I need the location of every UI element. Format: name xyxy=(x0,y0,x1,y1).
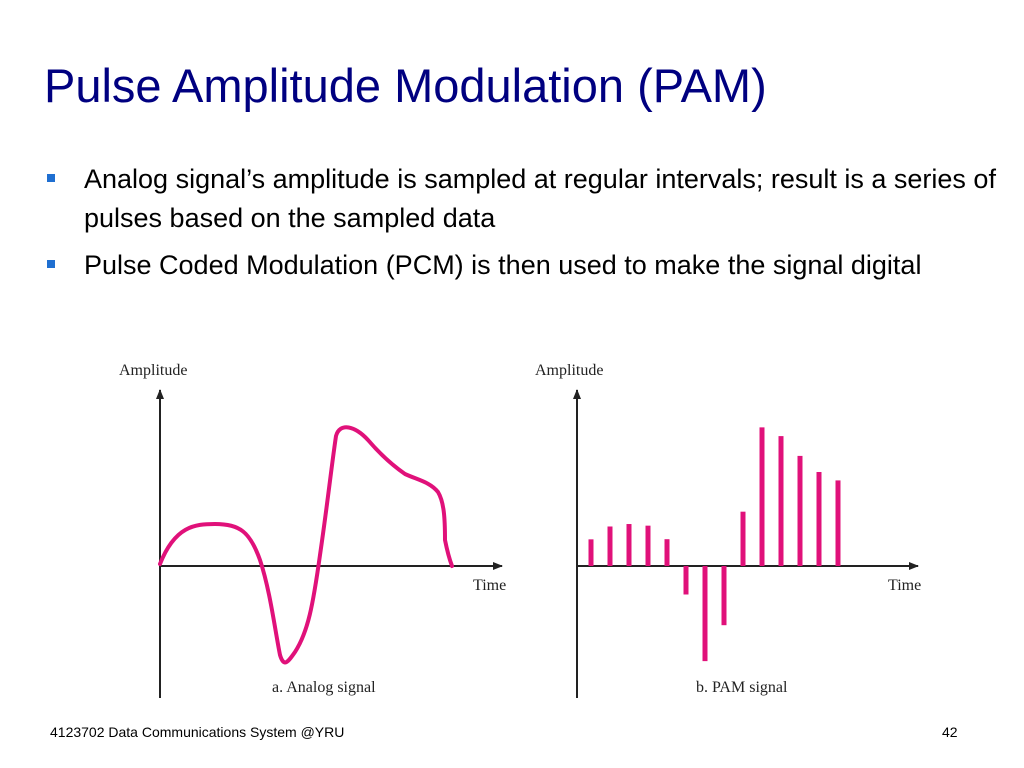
slide-title: Pulse Amplitude Modulation (PAM) xyxy=(44,59,767,112)
pam-caption: b. PAM signal xyxy=(696,679,788,696)
pam-pulse xyxy=(664,539,670,566)
pam-pulses xyxy=(588,427,841,662)
pam-panel: Amplitude Time b. PAM signal xyxy=(535,362,921,698)
bullet-item: Analog signal’s amplitude is sampled at … xyxy=(44,160,1004,238)
analog-y-label: Amplitude xyxy=(119,362,187,379)
pam-y-label: Amplitude xyxy=(535,362,603,379)
square-bullet-icon xyxy=(47,174,55,182)
page-number: 42 xyxy=(942,724,958,740)
pam-figure: Amplitude Time a. Analog signal Amplitud… xyxy=(100,350,960,705)
analog-x-label: Time xyxy=(473,577,506,594)
pam-pulse xyxy=(588,539,594,566)
analog-signal-curve xyxy=(158,425,454,665)
bullet-text: Pulse Coded Modulation (PCM) is then use… xyxy=(84,250,922,280)
pam-pulse xyxy=(683,566,689,595)
pam-pulse xyxy=(645,525,651,566)
bullet-item: Pulse Coded Modulation (PCM) is then use… xyxy=(44,246,1004,285)
square-bullet-icon xyxy=(47,260,55,268)
pam-pulse xyxy=(702,566,708,662)
pam-pulse xyxy=(759,427,765,566)
pam-diagram: Amplitude Time a. Analog signal Amplitud… xyxy=(119,362,921,698)
bullet-text: Analog signal’s amplitude is sampled at … xyxy=(84,164,996,233)
footer-course: 4123702 Data Communications System @YRU xyxy=(50,724,345,740)
pam-pulse xyxy=(835,480,841,566)
pam-pulse xyxy=(816,471,822,566)
analog-panel: Amplitude Time a. Analog signal xyxy=(119,362,506,698)
bullet-list: Analog signal’s amplitude is sampled at … xyxy=(44,160,1004,293)
pam-pulse xyxy=(740,511,746,566)
pam-x-label: Time xyxy=(888,577,921,594)
pam-pulse xyxy=(778,436,784,566)
pam-pulse xyxy=(797,455,803,566)
analog-caption: a. Analog signal xyxy=(272,679,376,696)
pam-pulse xyxy=(626,524,632,566)
pam-pulse xyxy=(607,526,613,566)
pam-pulse xyxy=(721,566,727,626)
